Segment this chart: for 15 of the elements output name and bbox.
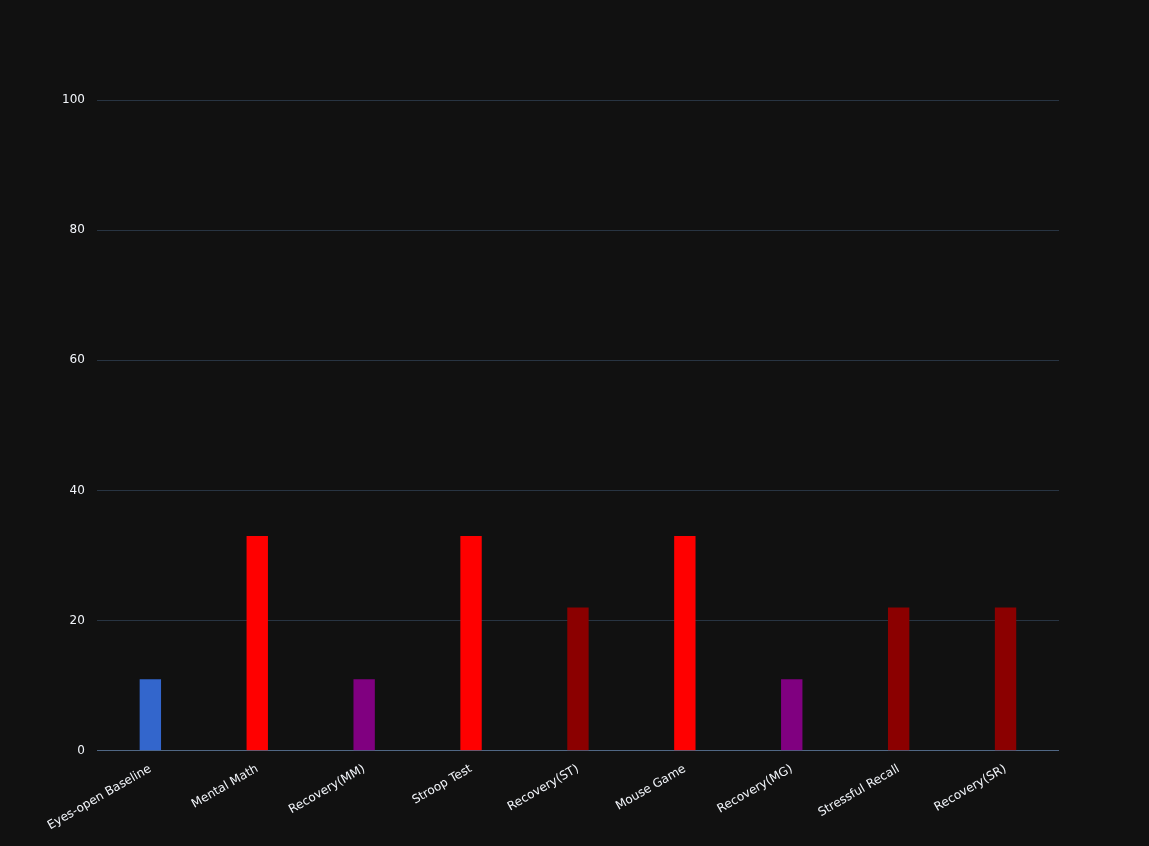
bar: [887, 607, 910, 751]
bar: [781, 679, 803, 751]
bar: [994, 607, 1017, 751]
bar: [139, 679, 162, 751]
y-tick-label: 60: [69, 352, 85, 367]
bar: [353, 679, 375, 751]
y-tick-label: 100: [62, 92, 85, 107]
y-tick-label: 80: [69, 222, 85, 237]
bar: [460, 536, 482, 751]
bar: [246, 536, 268, 751]
bar: [674, 536, 696, 751]
y-tick-label: 40: [69, 482, 85, 497]
bar: [567, 607, 589, 751]
y-tick-label: 0: [77, 742, 85, 757]
y-tick-label: 20: [69, 612, 85, 627]
